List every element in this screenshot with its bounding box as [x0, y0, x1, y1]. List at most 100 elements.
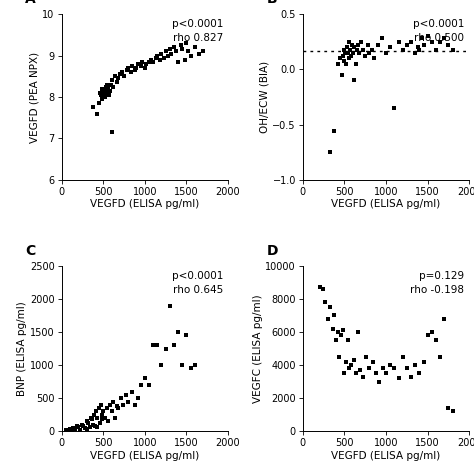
Point	[109, 398, 117, 405]
Point	[353, 46, 361, 53]
Point	[93, 110, 100, 118]
Point	[96, 89, 104, 97]
Point	[419, 358, 427, 365]
Point	[168, 50, 175, 57]
Point	[119, 401, 127, 409]
Point	[338, 71, 346, 79]
Point	[95, 100, 103, 107]
Point	[148, 56, 155, 64]
Point	[343, 44, 351, 51]
Point	[354, 41, 362, 49]
Point	[158, 361, 165, 369]
Point	[83, 418, 91, 425]
Point	[100, 408, 107, 415]
Point	[437, 38, 444, 46]
Point	[105, 91, 113, 99]
Point	[141, 374, 149, 382]
Point	[346, 46, 354, 53]
Point	[100, 93, 107, 101]
Point	[174, 58, 182, 65]
Point	[321, 299, 329, 306]
Point	[339, 327, 346, 334]
Point	[90, 103, 97, 111]
Point	[100, 89, 108, 97]
Point	[123, 66, 130, 74]
Point	[104, 418, 112, 425]
Point	[114, 74, 122, 82]
Point	[437, 353, 444, 361]
Point	[341, 49, 349, 56]
Point	[350, 356, 357, 364]
Point	[84, 419, 92, 427]
Point	[403, 41, 410, 49]
Point	[154, 52, 161, 59]
Point	[166, 302, 173, 310]
Point	[95, 404, 103, 412]
Point	[68, 427, 75, 434]
Point	[350, 44, 357, 51]
X-axis label: VEGFD (ELISA pg/ml): VEGFD (ELISA pg/ml)	[90, 200, 200, 210]
Point	[113, 79, 120, 86]
Point	[86, 424, 94, 431]
Point	[143, 60, 150, 68]
Point	[145, 381, 153, 389]
Point	[407, 38, 415, 46]
Y-axis label: VEGFC (ELISA pg/ml): VEGFC (ELISA pg/ml)	[253, 294, 263, 403]
Point	[364, 41, 372, 49]
Point	[111, 414, 118, 422]
Point	[199, 48, 207, 55]
Text: A: A	[25, 0, 36, 6]
Point	[344, 49, 352, 56]
Point	[356, 49, 363, 56]
Point	[101, 87, 109, 95]
Point	[156, 56, 164, 64]
Point	[337, 331, 345, 339]
Point	[124, 398, 132, 405]
Point	[187, 52, 194, 59]
Point	[445, 41, 452, 49]
Point	[81, 424, 89, 432]
Point	[118, 68, 125, 76]
Point	[347, 361, 355, 369]
Point	[324, 315, 332, 323]
Point	[166, 46, 173, 53]
Point	[449, 408, 456, 415]
Point	[162, 345, 169, 352]
Point	[66, 426, 74, 433]
Point	[395, 374, 402, 382]
Point	[184, 48, 192, 55]
Point	[191, 44, 199, 51]
Point	[334, 328, 342, 336]
Point	[104, 89, 111, 97]
Point	[378, 35, 386, 42]
Point	[182, 331, 190, 339]
Point	[99, 416, 106, 423]
Point	[195, 50, 203, 57]
Point	[64, 427, 72, 435]
Point	[96, 419, 104, 427]
Point	[106, 401, 114, 409]
Point	[345, 55, 353, 62]
Point	[174, 328, 182, 336]
Point	[178, 361, 186, 369]
Point	[382, 370, 390, 377]
Point	[117, 394, 125, 402]
Point	[424, 331, 431, 339]
Point	[411, 361, 419, 369]
Text: p<0.0001
rho 0.827: p<0.0001 rho 0.827	[172, 19, 223, 43]
Text: p<0.0001
rho 0.645: p<0.0001 rho 0.645	[172, 271, 223, 295]
X-axis label: VEGFD (ELISA pg/ml): VEGFD (ELISA pg/ml)	[331, 451, 441, 461]
Point	[407, 373, 415, 381]
Point	[416, 46, 423, 53]
Point	[391, 104, 398, 112]
Point	[91, 422, 99, 430]
Point	[347, 52, 355, 60]
Point	[440, 315, 448, 323]
Point	[128, 62, 136, 70]
Point	[362, 353, 370, 361]
Point	[98, 85, 105, 92]
Point	[371, 55, 378, 62]
Point	[399, 353, 407, 361]
Point	[419, 41, 427, 49]
Point	[374, 41, 382, 49]
